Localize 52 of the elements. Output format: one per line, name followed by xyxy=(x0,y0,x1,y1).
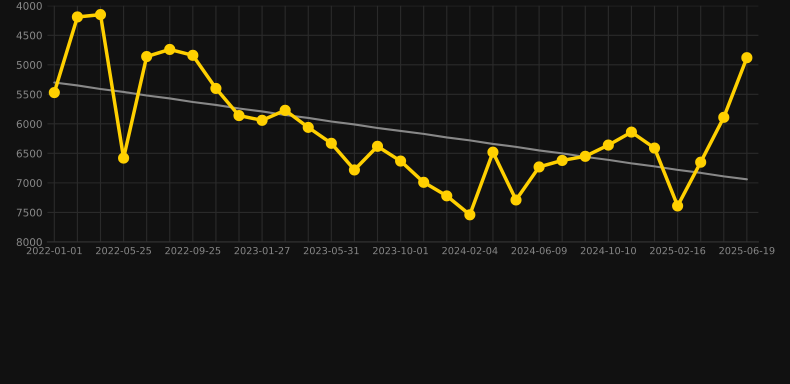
y-tick-label: 4000 xyxy=(16,2,42,10)
line-series xyxy=(53,81,748,180)
point xyxy=(718,112,730,123)
point xyxy=(648,142,660,154)
point xyxy=(395,155,406,167)
point xyxy=(141,50,152,62)
x-tick-label: 2022-05-25 xyxy=(96,246,151,254)
point xyxy=(556,154,568,166)
y-tick-label: 7000 xyxy=(16,179,42,187)
point xyxy=(72,11,83,23)
x-tick-label: 2024-10-10 xyxy=(580,246,636,254)
point xyxy=(48,86,60,98)
point xyxy=(233,110,245,122)
x-tick-label: 2025-06-19 xyxy=(719,246,774,254)
point xyxy=(510,194,522,206)
point xyxy=(256,114,268,126)
point xyxy=(534,161,545,172)
x-tick-label: 2023-01-27 xyxy=(234,246,290,254)
point xyxy=(487,146,498,158)
y-tick-label: 5000 xyxy=(16,61,42,69)
point xyxy=(372,140,384,152)
y-tick-label: 4500 xyxy=(16,32,42,40)
point xyxy=(418,176,430,188)
y-tick-label: 6000 xyxy=(16,120,42,128)
point xyxy=(580,150,591,162)
point xyxy=(280,104,291,116)
point xyxy=(210,82,222,94)
point xyxy=(326,138,337,149)
point xyxy=(695,156,706,168)
point xyxy=(602,140,614,151)
point xyxy=(164,44,176,56)
x-tick-label: 2022-09-25 xyxy=(165,246,220,254)
x-tick-label: 2022-01-01 xyxy=(26,246,82,254)
point xyxy=(672,200,684,212)
x-tick-label: 2023-05-31 xyxy=(304,246,359,254)
point xyxy=(118,152,130,164)
x-tick-label: 2024-06-09 xyxy=(512,246,567,254)
point xyxy=(302,122,314,133)
x-tick-label: 2025-02-16 xyxy=(650,246,706,254)
point xyxy=(464,209,476,220)
y-tick-label: 7500 xyxy=(16,208,42,217)
x-tick-label: 2023-10-01 xyxy=(373,246,428,254)
point xyxy=(348,164,360,176)
x-tick-label: 2024-02-04 xyxy=(442,246,498,254)
y-tick-label: 5500 xyxy=(16,90,42,98)
y-tick-label: 6500 xyxy=(16,150,42,158)
point xyxy=(187,50,198,61)
point xyxy=(626,126,637,138)
point xyxy=(441,190,452,202)
y-tick-label: 8000 xyxy=(16,238,42,246)
point xyxy=(741,52,752,64)
point xyxy=(94,9,106,20)
